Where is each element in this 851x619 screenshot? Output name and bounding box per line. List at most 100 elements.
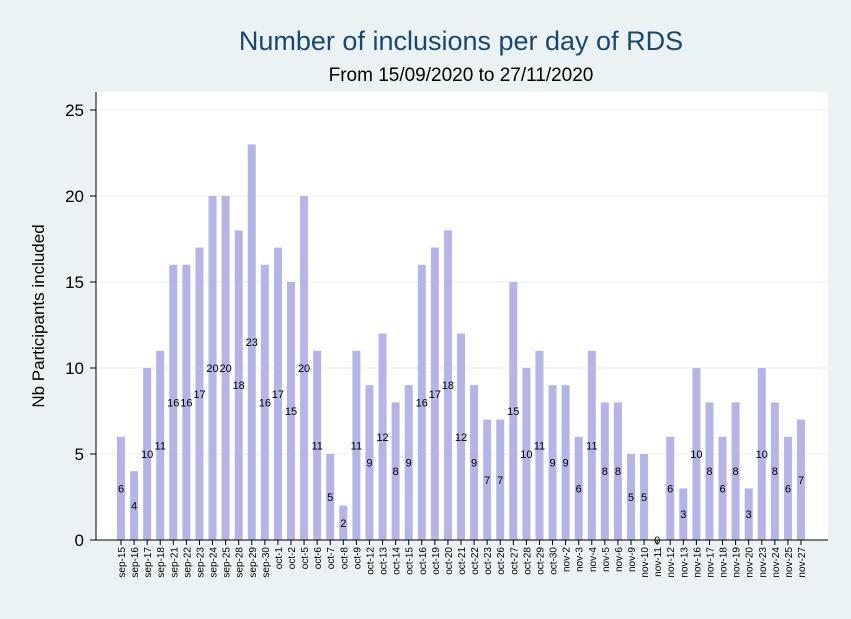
bar bbox=[352, 350, 361, 540]
data-label: 10 bbox=[141, 449, 153, 461]
bar bbox=[457, 333, 465, 540]
bar bbox=[561, 385, 570, 540]
data-label: 20 bbox=[298, 363, 310, 375]
data-label: 12 bbox=[455, 432, 467, 444]
bar bbox=[169, 264, 178, 540]
bar bbox=[156, 350, 165, 540]
x-tick-label: nov-19 bbox=[732, 547, 743, 578]
data-label: 5 bbox=[628, 492, 634, 504]
data-label: 11 bbox=[155, 440, 166, 452]
x-tick-label: sep-22 bbox=[182, 547, 193, 578]
bar bbox=[744, 488, 753, 540]
x-tick-label: oct-28 bbox=[522, 547, 533, 575]
y-tick-label: 5 bbox=[75, 445, 84, 464]
bar bbox=[731, 402, 740, 540]
data-label: 6 bbox=[118, 483, 124, 495]
x-tick-label: nov-20 bbox=[745, 547, 756, 578]
data-label: 7 bbox=[497, 475, 503, 487]
y-tick-label: 15 bbox=[65, 273, 84, 292]
x-tick-label: oct-27 bbox=[509, 547, 520, 575]
bar bbox=[705, 402, 714, 540]
bar bbox=[247, 144, 256, 540]
data-label: 15 bbox=[285, 406, 297, 418]
bar bbox=[470, 385, 479, 540]
bar bbox=[574, 436, 583, 540]
data-label: 12 bbox=[376, 432, 388, 444]
bar bbox=[221, 196, 230, 540]
x-tick-label: nov-17 bbox=[705, 547, 716, 578]
x-tick-label: oct-5 bbox=[300, 547, 311, 570]
bar bbox=[679, 488, 688, 540]
x-tick-label: nov-2 bbox=[562, 547, 573, 572]
data-label: 16 bbox=[416, 397, 428, 409]
bar bbox=[287, 282, 295, 540]
x-tick-label: nov-27 bbox=[797, 547, 808, 578]
bar bbox=[770, 402, 779, 540]
x-tick-label: nov-4 bbox=[588, 547, 599, 572]
x-tick-label: oct-12 bbox=[365, 547, 376, 575]
bar-series bbox=[117, 144, 805, 540]
bar bbox=[404, 385, 413, 540]
x-tick-label: nov-6 bbox=[614, 547, 625, 572]
data-label: 11 bbox=[534, 440, 545, 452]
data-label: 9 bbox=[406, 458, 412, 470]
bar bbox=[391, 402, 400, 540]
x-tick-label: nov-10 bbox=[640, 547, 651, 578]
data-label: 9 bbox=[563, 458, 569, 470]
x-tick-label: sep-15 bbox=[117, 547, 128, 578]
bar bbox=[535, 350, 544, 540]
chart-subtitle: From 15/09/2020 to 27/11/2020 bbox=[329, 65, 594, 86]
x-tick-label: sep-21 bbox=[169, 547, 180, 578]
bar bbox=[130, 471, 139, 540]
bar bbox=[548, 385, 557, 540]
bar bbox=[757, 368, 766, 540]
data-label: 17 bbox=[429, 389, 441, 401]
x-tick-label: oct-13 bbox=[379, 547, 390, 575]
bar bbox=[378, 333, 387, 540]
x-tick-label: oct-20 bbox=[444, 547, 455, 575]
data-label: 5 bbox=[641, 492, 647, 504]
bar bbox=[600, 402, 609, 540]
data-label: 20 bbox=[206, 363, 218, 375]
x-tick-label: sep-18 bbox=[156, 547, 167, 578]
x-tick-label: oct-15 bbox=[405, 547, 416, 575]
data-label: 10 bbox=[520, 449, 532, 461]
data-label: 8 bbox=[615, 466, 621, 478]
data-label: 18 bbox=[442, 380, 454, 392]
x-tick-label: oct-8 bbox=[339, 547, 350, 570]
data-label: 11 bbox=[311, 440, 322, 452]
data-label: 7 bbox=[798, 475, 804, 487]
bar bbox=[640, 454, 649, 540]
bar bbox=[339, 505, 348, 540]
x-axis: sep-15 sep-16 sep-17 sep-18 sep-21 sep-22 sep-… bbox=[96, 539, 828, 578]
x-tick-label: nov-5 bbox=[601, 547, 612, 572]
bar bbox=[692, 368, 701, 540]
data-label: 8 bbox=[733, 466, 739, 478]
data-label: 16 bbox=[167, 397, 179, 409]
bar bbox=[260, 264, 269, 540]
x-tick-label: oct-21 bbox=[457, 547, 468, 575]
data-label: 8 bbox=[393, 466, 399, 478]
data-label: 8 bbox=[706, 466, 712, 478]
data-label: 10 bbox=[690, 449, 702, 461]
x-tick-label: oct-29 bbox=[535, 547, 546, 575]
x-tick-label: nov-13 bbox=[679, 547, 690, 578]
x-tick-label: sep-25 bbox=[222, 547, 233, 578]
data-label: 16 bbox=[180, 397, 192, 409]
bar bbox=[666, 436, 675, 540]
x-tick-label: nov-18 bbox=[719, 547, 730, 578]
x-tick-label: oct-14 bbox=[392, 547, 403, 575]
data-label: 18 bbox=[233, 380, 245, 392]
data-label: 20 bbox=[219, 363, 231, 375]
x-tick-label: nov-23 bbox=[758, 547, 769, 578]
data-label: 8 bbox=[772, 466, 778, 478]
data-label: 4 bbox=[131, 501, 137, 513]
bar bbox=[522, 368, 531, 540]
x-tick-label: oct-30 bbox=[549, 547, 560, 575]
x-tick-label: nov-25 bbox=[784, 547, 795, 578]
data-label: 10 bbox=[756, 449, 768, 461]
data-label: 9 bbox=[471, 458, 477, 470]
data-label: 6 bbox=[667, 483, 673, 495]
